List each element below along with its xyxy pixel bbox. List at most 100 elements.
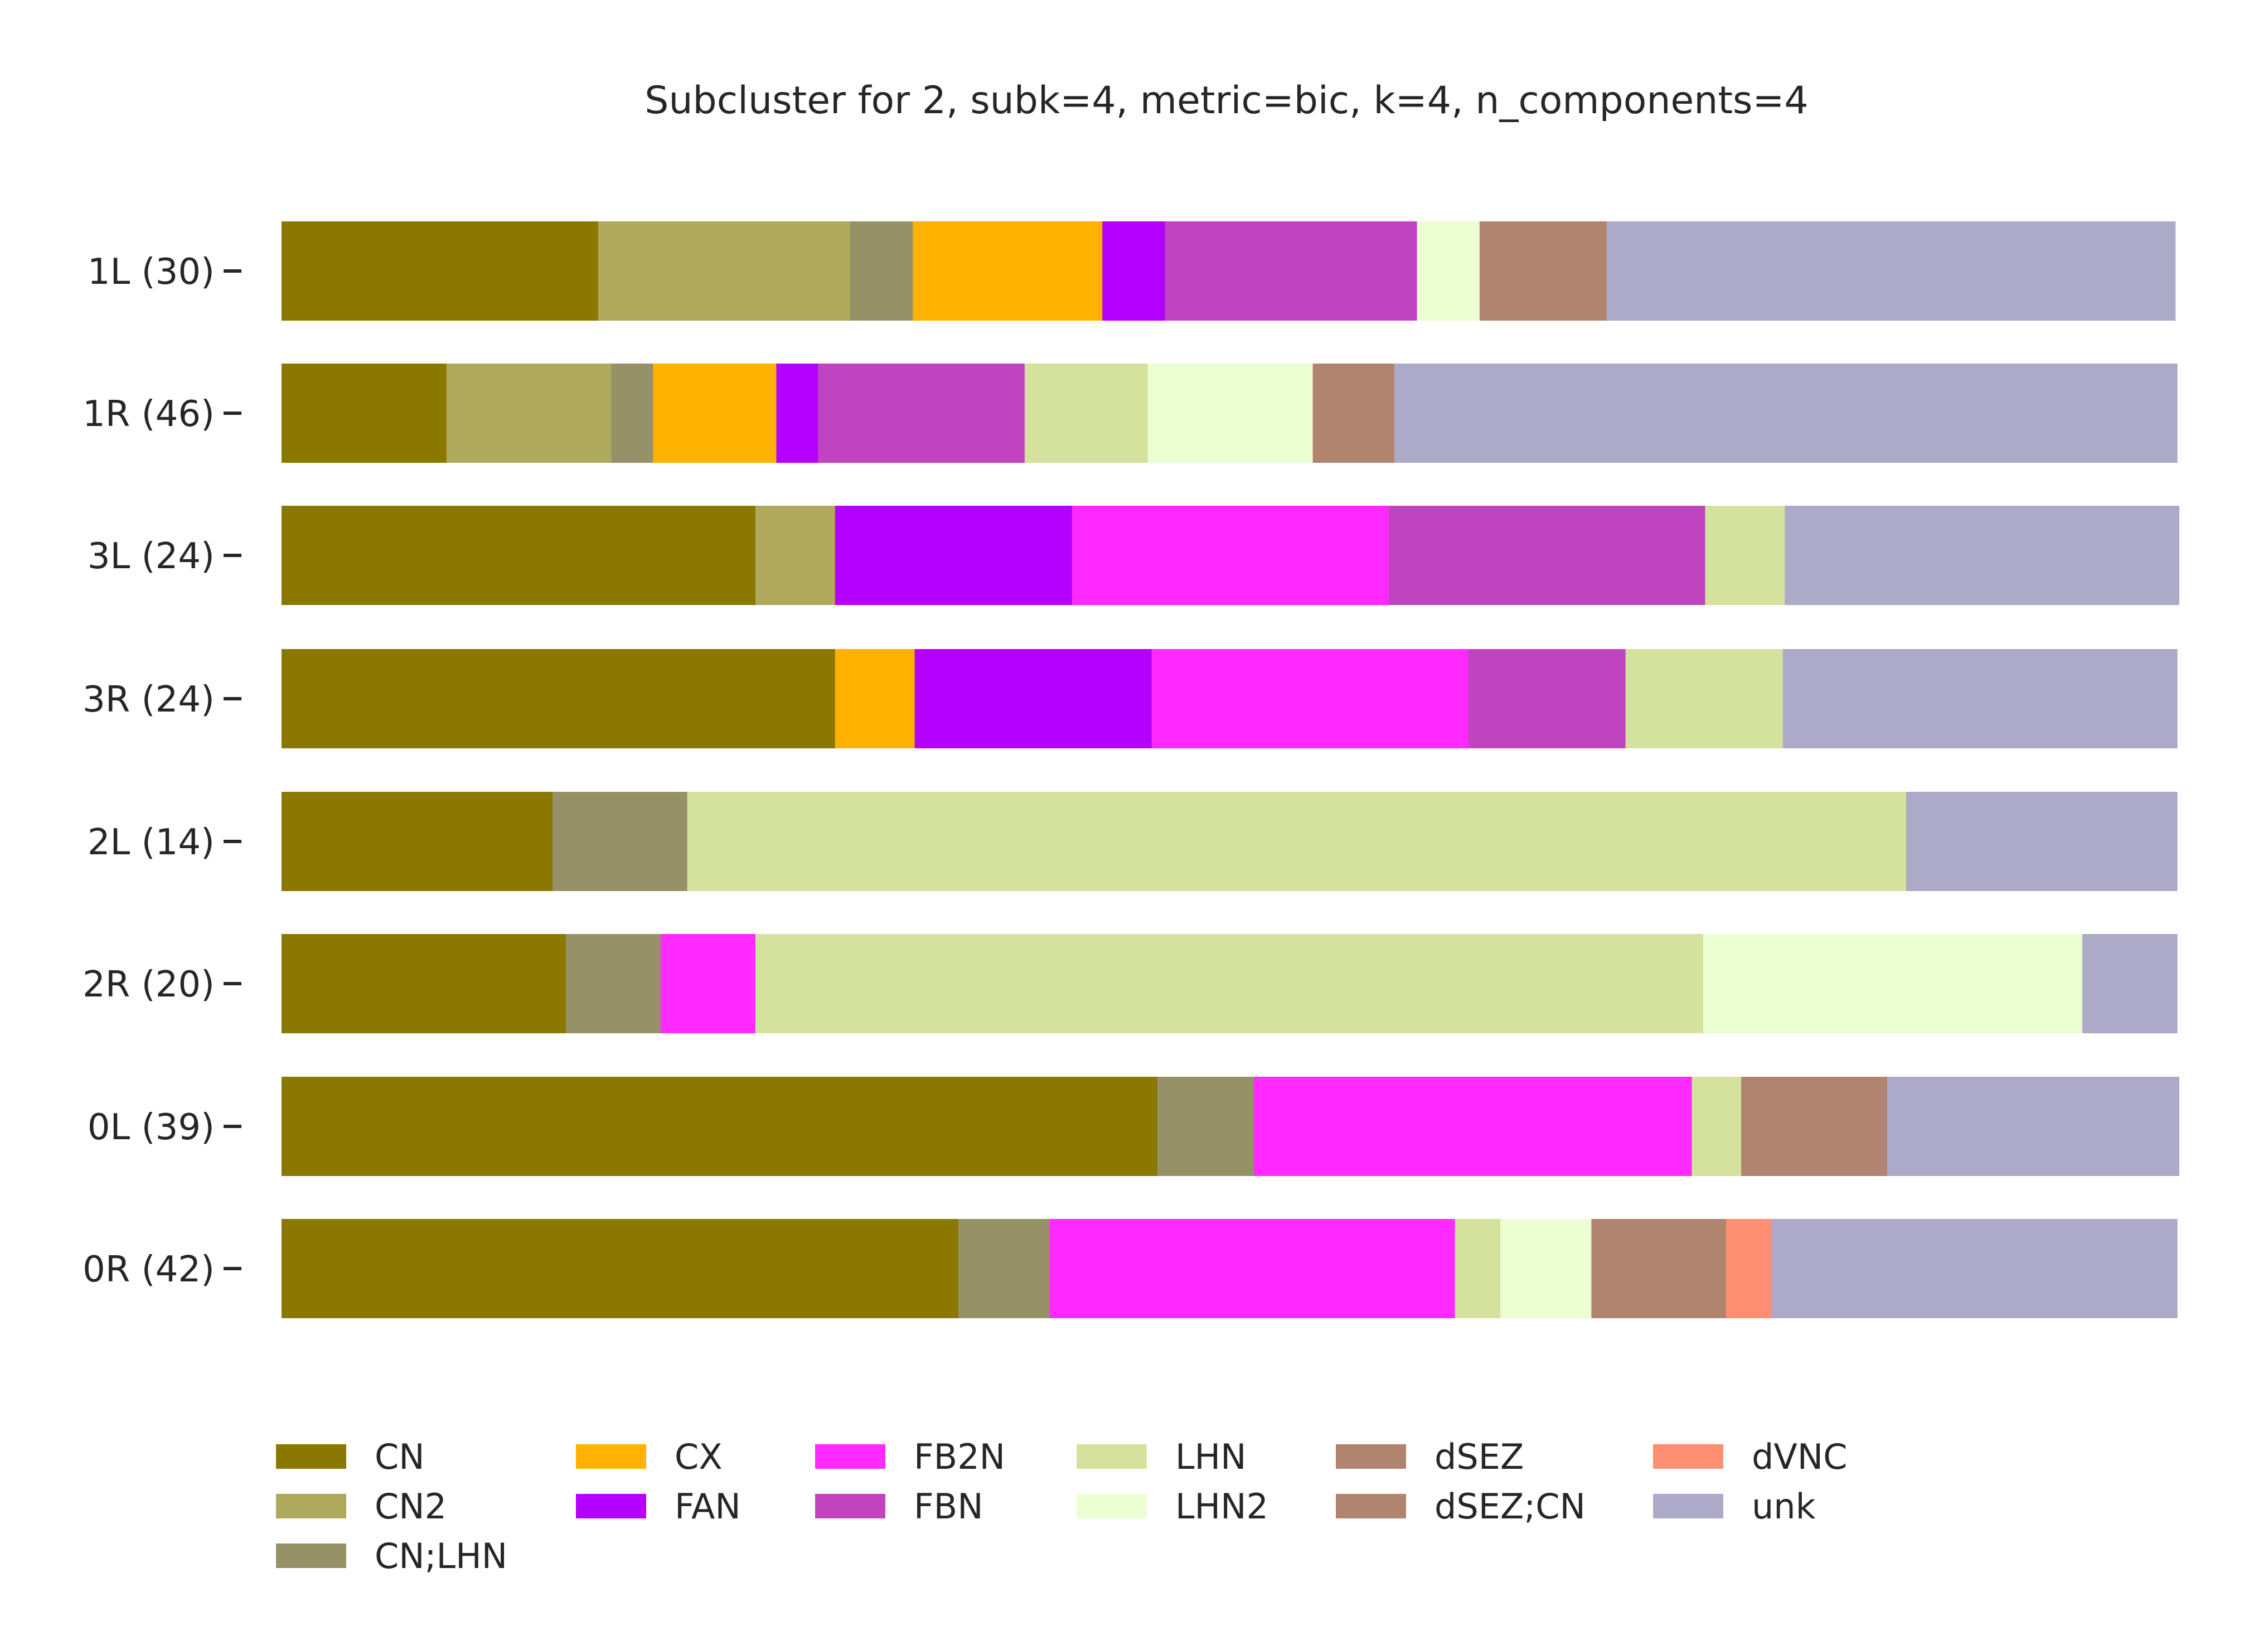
bar-segment-3r-24-fbn (1468, 649, 1626, 748)
bar-segment-1l-30-dsez-cn (1479, 221, 1607, 321)
bar-segment-2l-14-cn (282, 792, 553, 891)
bar-segment-1r-46-dsez-cn (1312, 364, 1395, 463)
bar-segment-0r-42-cn (282, 1219, 959, 1318)
legend-item-dsez: dSEZ (1336, 1436, 1524, 1477)
bar-segment-3l-24-fan (835, 506, 1073, 605)
y-tick-label: 0L (39) (88, 1107, 215, 1148)
bars (282, 221, 2179, 1318)
legend-label-unk: unk (1752, 1486, 1816, 1527)
bar-segment-0l-39-dsez-cn (1741, 1077, 1888, 1176)
legend-swatch-fb2n (815, 1444, 885, 1469)
bar-segment-1r-46-cn-lhn (611, 364, 653, 463)
legend-item-dvnc: dVNC (1653, 1436, 1847, 1477)
legend-swatch-dsez-cn (1336, 1494, 1406, 1518)
legend-label-fan: FAN (675, 1486, 741, 1527)
bar-segment-1l-30-cx (913, 221, 1103, 321)
legend-swatch-cn-lhn (276, 1543, 346, 1568)
legend: CN CN2 CN;LHN CX FAN FB2N FBN LHN LHN2 dSEZ dSEZ;C… (276, 1436, 1847, 1576)
legend-swatch-dsez (1336, 1444, 1406, 1469)
legend-swatch-lhn2 (1077, 1494, 1147, 1518)
bar-segment-3l-24-lhn (1705, 506, 1785, 605)
legend-label-fb2n: FB2N (914, 1436, 1005, 1477)
y-tick-label: 0R (42) (83, 1249, 215, 1290)
bar-segment-1r-46-cn (282, 364, 447, 463)
bar-segment-0r-42-fb2n (1049, 1219, 1456, 1318)
legend-item-cn-lhn: CN;LHN (276, 1536, 507, 1576)
bar-segment-0r-42-dvnc (1726, 1219, 1772, 1318)
legend-item-cx: CX (576, 1436, 723, 1477)
y-tick-label: 1L (30) (88, 251, 215, 293)
bar-segment-2r-20-cn (282, 934, 566, 1033)
legend-swatch-cn2 (276, 1494, 346, 1518)
legend-label-cn-lhn: CN;LHN (375, 1536, 507, 1576)
bar-segment-1r-46-unk (1394, 364, 2178, 463)
legend-label-cn: CN (375, 1436, 425, 1477)
bar-segment-0l-39-fb2n (1254, 1077, 1693, 1176)
bar-segment-0l-39-cn-lhn (1157, 1077, 1254, 1176)
bar-segment-3r-24-cn (282, 649, 836, 748)
bar-segment-1l-30-fbn (1165, 221, 1418, 321)
legend-item-fbn: FBN (815, 1486, 983, 1527)
legend-swatch-cx (576, 1444, 646, 1469)
bar-segment-1l-30-fan (1102, 221, 1165, 321)
legend-swatch-lhn (1077, 1444, 1147, 1469)
bar-segment-2r-20-cn-lhn (566, 934, 661, 1033)
bar-segment-2l-14-unk (1906, 792, 2178, 891)
legend-label-dsez: dSEZ (1435, 1436, 1524, 1477)
bar-segment-2r-20-lhn (755, 934, 1704, 1033)
legend-label-dvnc: dVNC (1752, 1436, 1847, 1477)
bar-segment-3l-24-fb2n (1072, 506, 1389, 605)
bar-segment-3l-24-fbn (1388, 506, 1705, 605)
y-tick-label: 3L (24) (88, 536, 215, 577)
bar-segment-0l-39-cn (282, 1077, 1158, 1176)
bar-segment-3l-24-unk (1785, 506, 2179, 605)
bar-segment-2r-20-lhn2 (1703, 934, 2083, 1033)
bar-segment-1l-30-cn (282, 221, 599, 321)
legend-swatch-fbn (815, 1494, 885, 1518)
bar-segment-3l-24-cn2 (755, 506, 836, 605)
bar-segment-0r-42-cn-lhn (958, 1219, 1050, 1318)
bar-segment-0r-42-lhn2 (1500, 1219, 1592, 1318)
legend-item-fan: FAN (576, 1486, 741, 1527)
bar-segment-1r-46-cx (653, 364, 777, 463)
legend-item-lhn2: LHN2 (1077, 1486, 1268, 1527)
legend-item-unk: unk (1653, 1486, 1816, 1527)
legend-label-dsez-cn: dSEZ;CN (1435, 1486, 1586, 1527)
legend-label-fbn: FBN (914, 1486, 983, 1527)
bar-segment-0l-39-lhn (1692, 1077, 1742, 1176)
bar-segment-1r-46-cn2 (446, 364, 612, 463)
bar-segment-3l-24-cn (282, 506, 756, 605)
bar-segment-1r-46-fbn (818, 364, 1025, 463)
bar-segment-1l-30-cn-lhn (850, 221, 913, 321)
y-axis-ticks: 1L (30) 1R (46) 3L (24) 3R (24) 2L (14) 2R (2… (83, 251, 241, 1290)
bar-segment-1l-30-lhn2 (1417, 221, 1480, 321)
legend-label-cn2: CN2 (375, 1486, 447, 1527)
legend-item-dsez-cn: dSEZ;CN (1336, 1486, 1586, 1527)
legend-swatch-fan (576, 1494, 646, 1518)
legend-item-lhn: LHN (1077, 1436, 1247, 1477)
legend-item-fb2n: FB2N (815, 1436, 1005, 1477)
bar-segment-2r-20-unk (2082, 934, 2178, 1033)
bar-segment-1r-46-fan (776, 364, 818, 463)
bar-segment-1l-30-unk (1606, 221, 2176, 321)
legend-item-cn2: CN2 (276, 1486, 447, 1527)
y-tick-label: 1R (46) (83, 394, 215, 435)
bar-segment-3r-24-fb2n (1151, 649, 1469, 748)
bar-segment-3r-24-unk (1782, 649, 2178, 748)
y-tick-label: 2R (20) (83, 964, 215, 1005)
y-tick-label: 3R (24) (83, 679, 215, 720)
bar-segment-0r-42-unk (1771, 1219, 2178, 1318)
bar-segment-1l-30-cn2 (598, 221, 851, 321)
legend-swatch-dvnc (1653, 1444, 1723, 1469)
bar-segment-3r-24-fan (914, 649, 1152, 748)
bar-segment-0r-42-dsez-cn (1591, 1219, 1727, 1318)
bar-segment-0r-42-lhn (1455, 1219, 1501, 1318)
bar-segment-2r-20-fb2n (661, 934, 756, 1033)
bar-segment-2l-14-cn-lhn (553, 792, 688, 891)
bar-segment-3r-24-lhn (1625, 649, 1784, 748)
legend-swatch-unk (1653, 1494, 1723, 1518)
bar-segment-0l-39-unk (1887, 1077, 2179, 1176)
bar-segment-2l-14-lhn (687, 792, 1907, 891)
bar-segment-3r-24-cx (835, 649, 915, 748)
